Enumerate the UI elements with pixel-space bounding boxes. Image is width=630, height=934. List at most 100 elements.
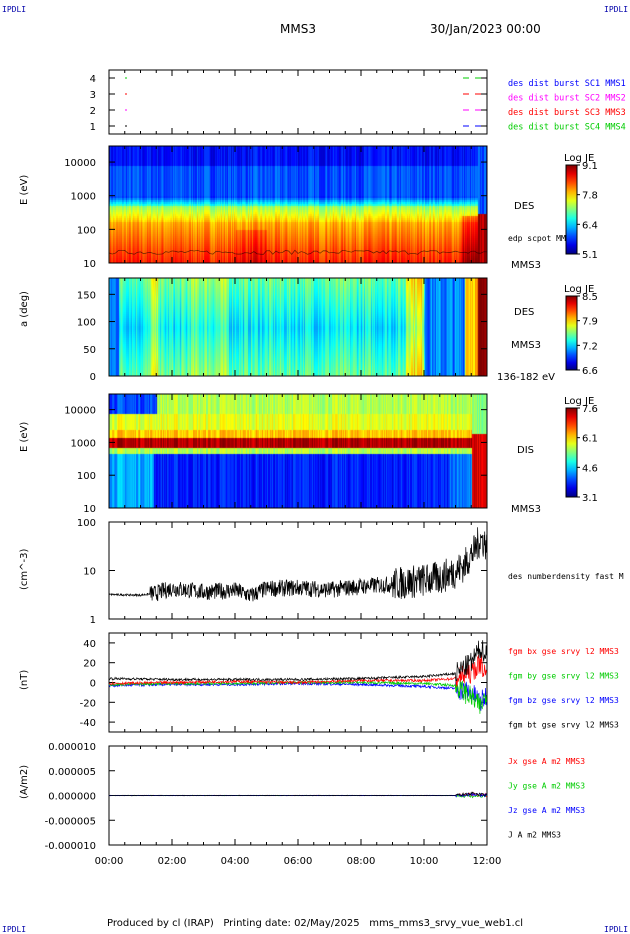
dis-energy-colorbar-title: Log JE bbox=[564, 396, 594, 407]
current-y-tick-label: 0.000010 bbox=[48, 742, 96, 753]
density-y-tick-label: 100 bbox=[77, 518, 96, 529]
dis-energy-right-label: DIS bbox=[517, 445, 534, 456]
corner-label-top-right: IPDLI bbox=[604, 5, 629, 14]
burst-y-tick-label: 4 bbox=[90, 74, 96, 85]
dis-energy-colorbar-tick-label: 7.6 bbox=[582, 404, 598, 415]
density-y-tick-label: 1 bbox=[90, 615, 96, 626]
des-energy-spectrogram bbox=[109, 146, 487, 263]
footer: Produced by cl (IRAP) Printing date: 02/… bbox=[0, 918, 630, 929]
dis-energy-spectrogram bbox=[109, 394, 487, 508]
current-y-tick-label: 0.000000 bbox=[48, 792, 96, 803]
des-pitch-y-tick-label: 50 bbox=[83, 345, 96, 356]
des-energy-mms-label: MMS3 bbox=[511, 260, 541, 271]
x-axis-tick-label: 08:00 bbox=[347, 856, 376, 867]
x-axis-tick-label: 06:00 bbox=[284, 856, 313, 867]
des-pitch-colorbar-title: Log JE bbox=[564, 284, 594, 295]
density-panel-frame bbox=[108, 521, 488, 620]
dis-energy-ylabel: E (eV) bbox=[19, 422, 30, 452]
burst-legend-entry: des dist burst SC2 MMS2 bbox=[508, 94, 626, 104]
density-series-label: des numberdensity fast M bbox=[508, 572, 624, 581]
field-y-tick-label: -20 bbox=[80, 698, 96, 709]
footer-printing-date: Printing date: 02/May/2025 bbox=[223, 918, 360, 929]
des-energy-ylabel: E (eV) bbox=[19, 175, 30, 205]
field-y-tick-label: -40 bbox=[80, 718, 96, 729]
des-pitch-colorbar-tick-label: 7.9 bbox=[582, 317, 598, 328]
current-series-label: Jx gse A m2 MMS3 bbox=[508, 757, 585, 766]
x-axis-tick-label: 00:00 bbox=[95, 856, 124, 867]
des-pitch-colorbar-tick-label: 7.2 bbox=[582, 341, 598, 352]
des-energy-colorbar-tick-label: 7.8 bbox=[582, 191, 598, 202]
x-axis-tick-label: 04:00 bbox=[221, 856, 250, 867]
des-energy-y-tick-label: 100 bbox=[77, 225, 96, 236]
des-pitch-energy-label: 136-182 eV bbox=[497, 372, 555, 383]
current-ylabel: (A/m2) bbox=[19, 765, 30, 799]
corner-label-bottom-left: IPDLI bbox=[2, 925, 27, 934]
dis-energy-y-tick-label: 1000 bbox=[71, 438, 96, 449]
date-title: 30/Jan/2023 00:00 bbox=[430, 22, 541, 36]
footer-script-name: mms_mms3_srvy_vue_web1.cl bbox=[369, 918, 524, 929]
corner-label-bottom-right: IPDLI bbox=[604, 925, 629, 934]
field-ylabel: (nT) bbox=[19, 670, 30, 690]
burst-y-tick-label: 3 bbox=[90, 90, 96, 101]
dis-energy-y-tick-label: 10 bbox=[83, 504, 96, 515]
current-series-label: Jz gse A m2 MMS3 bbox=[508, 806, 585, 815]
field-series-line bbox=[108, 654, 487, 687]
des-energy-colorbar bbox=[565, 164, 578, 255]
current-series-line bbox=[109, 793, 488, 799]
des-pitch-colorbar-tick-label: 8.5 bbox=[582, 292, 598, 303]
des-pitch-right-label: DES bbox=[514, 307, 534, 318]
des-pitch-y-tick-label: 0 bbox=[90, 372, 96, 383]
field-series-line bbox=[108, 679, 487, 714]
des-pitch-colorbar-tick-label: 6.6 bbox=[582, 366, 598, 377]
current-series-label: J A m2 MMS3 bbox=[508, 831, 561, 840]
des-energy-colorbar-tick-label: 5.1 bbox=[582, 250, 598, 261]
dis-energy-colorbar-tick-label: 3.1 bbox=[582, 493, 598, 504]
burst-y-tick-label: 2 bbox=[90, 106, 96, 117]
field-series-label: fgm bt gse srvy l2 MMS3 bbox=[508, 721, 619, 730]
dis-energy-colorbar bbox=[565, 407, 578, 498]
x-axis-tick-label: 10:00 bbox=[410, 856, 439, 867]
corner-label-top-left: IPDLI bbox=[2, 5, 27, 14]
current-series-label: Jy gse A m2 MMS3 bbox=[508, 782, 585, 791]
des-energy-y-tick-label: 10000 bbox=[64, 158, 96, 169]
current-series-line bbox=[108, 791, 488, 797]
density-ylabel: (cm^-3) bbox=[19, 549, 30, 590]
des-pitch-y-tick-label: 150 bbox=[77, 290, 96, 301]
current-y-tick-label: -0.000010 bbox=[45, 841, 96, 852]
des-energy-y-tick-label: 1000 bbox=[71, 192, 96, 203]
des-energy-colorbar-title: Log JE bbox=[564, 153, 594, 164]
des-energy-right-label: DES bbox=[514, 201, 534, 212]
burst-legend-entry: des dist burst SC1 MMS1 bbox=[508, 79, 626, 89]
field-series-line bbox=[109, 640, 487, 683]
field-y-tick-label: 40 bbox=[83, 639, 96, 650]
des-pitch-mms-label: MMS3 bbox=[511, 340, 541, 351]
scpot-trace bbox=[108, 249, 488, 255]
des-energy-scpot-label: edp scpot MMS3 bbox=[508, 234, 576, 243]
footer-produced-by: Produced by cl (IRAP) bbox=[106, 918, 214, 929]
x-axis-tick-label: 12:00 bbox=[473, 856, 502, 867]
field-series-label: fgm bz gse srvy l2 MMS3 bbox=[508, 696, 619, 705]
field-series-label: fgm bx gse srvy l2 MMS3 bbox=[508, 647, 619, 656]
field-y-tick-label: 0 bbox=[90, 679, 96, 690]
dis-energy-y-tick-label: 10000 bbox=[64, 406, 96, 417]
field-series-line bbox=[108, 681, 487, 711]
dis-energy-colorbar-tick-label: 6.1 bbox=[582, 434, 598, 445]
burst-panel-frame bbox=[108, 69, 488, 135]
burst-y-tick-label: 1 bbox=[90, 122, 96, 133]
des-energy-colorbar-tick-label: 6.4 bbox=[582, 220, 598, 231]
density-y-tick-label: 10 bbox=[83, 567, 96, 578]
des-pitch-colorbar bbox=[565, 295, 578, 371]
spacecraft-title: MMS3 bbox=[280, 22, 316, 36]
x-axis-tick-label: 02:00 bbox=[158, 856, 187, 867]
des-energy-colorbar-tick-label: 9.1 bbox=[582, 161, 598, 172]
field-y-tick-label: 20 bbox=[83, 659, 96, 670]
current-y-tick-label: -0.000005 bbox=[45, 816, 96, 827]
density-series-line bbox=[108, 527, 487, 602]
burst-legend-entry: des dist burst SC4 MMS4 bbox=[508, 123, 626, 133]
field-series-label: fgm by gse srvy l2 MMS3 bbox=[508, 672, 619, 681]
dis-energy-colorbar-tick-label: 4.6 bbox=[582, 463, 598, 474]
des-pitch-spectrogram bbox=[109, 278, 487, 376]
current-series-line bbox=[108, 791, 488, 798]
burst-legend-entry: des dist burst SC3 MMS3 bbox=[508, 108, 626, 118]
